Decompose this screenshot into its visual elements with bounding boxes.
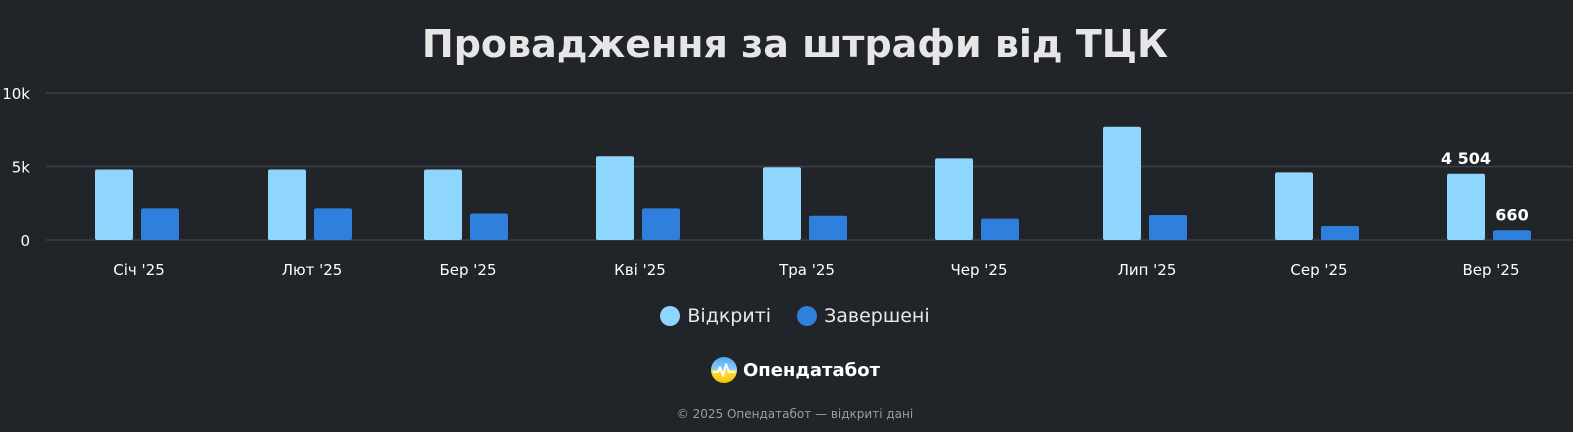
brand-name: Опендатабот [742,359,880,381]
legend-label-open: Відкриті [687,305,772,327]
footer-copyright: © 2025 Опендатабот — відкриті дані [676,407,914,421]
legend-item-closed[interactable]: Завершені [797,305,930,327]
bar-open[interactable] [95,169,133,240]
y-tick-label: 0 [20,232,30,250]
legend-label-closed: Завершені [824,305,930,327]
bar-closed[interactable] [141,208,179,240]
bar-closed[interactable] [1493,230,1531,240]
x-tick-label: Лют '25 [282,261,343,279]
brand[interactable]: Опендатабот [0,356,1573,384]
data-label: 4 504 [1441,149,1491,168]
bar-closed[interactable] [314,208,352,240]
bar-open[interactable] [424,169,462,240]
x-tick-label: Чер '25 [950,261,1007,279]
bar-chart: 0 5k 10k Січ '25 Лют '25 Бер '25 Кві '25 Тра '… [2,85,1573,279]
bar-closed[interactable] [642,208,680,240]
bar-open[interactable] [268,169,306,240]
bar-open[interactable] [596,156,634,240]
x-tick-label: Сер '25 [1290,261,1347,279]
x-tick-label: Лип '25 [1118,261,1177,279]
x-tick-label: Вер '25 [1462,261,1519,279]
legend-item-open[interactable]: Відкриті [660,305,771,327]
y-tick-label: 10k [2,85,30,103]
x-tick-label: Тра '25 [778,261,835,279]
bar-closed[interactable] [981,218,1019,240]
bar-closed[interactable] [1149,215,1187,240]
legend: Відкриті Завершені [0,305,1573,327]
bar-open[interactable] [763,167,801,240]
y-tick-label: 5k [12,159,31,177]
bar-open[interactable] [935,158,973,240]
opendatabot-logo-icon [710,357,737,383]
x-tick-label: Бер '25 [439,261,496,279]
bar-open[interactable] [1447,173,1485,240]
legend-dot-open [660,306,681,326]
bar-closed[interactable] [809,215,847,240]
bar-open[interactable] [1103,126,1141,240]
x-tick-label: Кві '25 [614,261,666,279]
bar-closed[interactable] [1321,226,1359,240]
bar-open[interactable] [1275,172,1313,240]
chart-title: Провадження за штрафи від ТЦК [421,22,1169,66]
bar-closed[interactable] [470,213,508,240]
legend-dot-closed [797,306,818,326]
data-label: 660 [1495,205,1528,224]
x-tick-label: Січ '25 [113,261,164,279]
